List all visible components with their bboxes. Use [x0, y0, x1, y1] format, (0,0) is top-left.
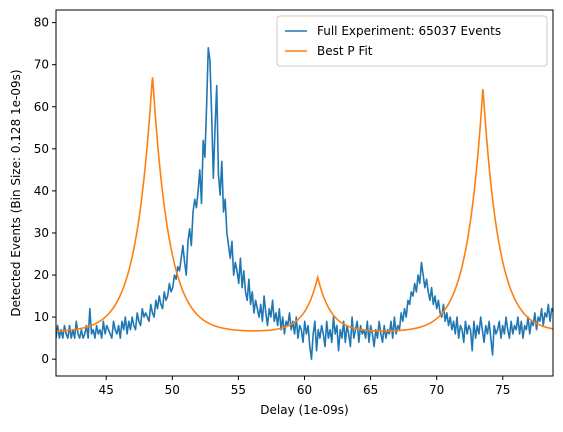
x-axis-label: Delay (1e-09s) [260, 403, 348, 417]
legend-box [276, 15, 548, 67]
y-tick-label: 0 [41, 352, 49, 366]
series-line-full-experiment [56, 47, 553, 360]
x-tick-label: 55 [231, 383, 246, 397]
x-tick-label: 45 [99, 383, 114, 397]
legend: Full Experiment: 65037 Events Best P Fit [276, 15, 548, 67]
x-tick-label: 60 [297, 383, 312, 397]
y-tick-label: 60 [34, 100, 49, 114]
legend-entry-full-experiment: Full Experiment: 65037 Events [317, 24, 501, 38]
legend-entry-best-p-fit: Best P Fit [317, 44, 373, 58]
x-tick-label: 50 [165, 383, 180, 397]
y-axis: 0 10 20 30 40 50 60 70 80 [34, 16, 56, 366]
x-tick-label: 65 [363, 383, 378, 397]
y-tick-label: 80 [34, 16, 49, 30]
y-tick-label: 50 [34, 142, 49, 156]
x-tick-label: 70 [429, 383, 444, 397]
y-tick-label: 70 [34, 58, 49, 72]
series-layer [56, 47, 553, 360]
x-tick-label: 75 [495, 383, 510, 397]
y-tick-label: 30 [34, 226, 49, 240]
y-axis-label: Detected Events (Bin Size: 0.128 1e-09s) [9, 69, 23, 316]
y-tick-label: 10 [34, 310, 49, 324]
y-tick-label: 40 [34, 184, 49, 198]
x-axis: 45 50 55 60 65 70 75 [99, 376, 510, 397]
series-line-best-p-fit [56, 77, 553, 332]
y-tick-label: 20 [34, 268, 49, 282]
